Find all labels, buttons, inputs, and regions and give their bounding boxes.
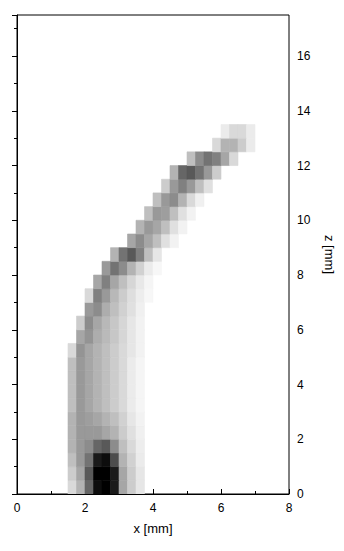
svg-text:0: 0 (14, 501, 21, 515)
svg-text:4: 4 (297, 378, 304, 392)
svg-text:2: 2 (297, 432, 304, 446)
svg-text:z [mm]: z [mm] (322, 235, 337, 274)
svg-text:14: 14 (297, 104, 311, 118)
svg-text:6: 6 (297, 323, 304, 337)
svg-text:6: 6 (218, 501, 225, 515)
svg-text:x [mm]: x [mm] (134, 521, 173, 536)
svg-text:12: 12 (297, 159, 311, 173)
svg-text:4: 4 (150, 501, 157, 515)
svg-text:10: 10 (297, 213, 311, 227)
svg-text:16: 16 (297, 49, 311, 63)
svg-text:8: 8 (286, 501, 293, 515)
svg-text:0: 0 (297, 487, 304, 501)
svg-text:2: 2 (82, 501, 89, 515)
svg-text:8: 8 (297, 268, 304, 282)
